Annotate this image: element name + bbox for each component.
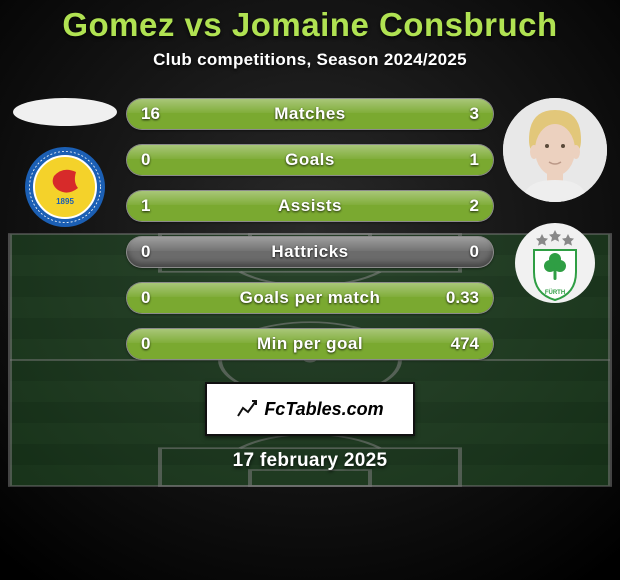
stat-right-value: 1 bbox=[470, 150, 479, 170]
stat-label: Min per goal bbox=[257, 334, 363, 354]
stat-bar: 0 Min per goal 474 bbox=[126, 328, 494, 360]
stat-label: Assists bbox=[278, 196, 342, 216]
svg-text:FÜRTH: FÜRTH bbox=[545, 289, 565, 296]
stat-right-value: 2 bbox=[470, 196, 479, 216]
stat-bar: 0 Goals per match 0.33 bbox=[126, 282, 494, 314]
stat-right-value: 0.33 bbox=[446, 288, 479, 308]
footer-badge-text: FcTables.com bbox=[264, 399, 383, 420]
stat-right-value: 0 bbox=[470, 242, 479, 262]
left-player-photo bbox=[13, 98, 117, 126]
stat-left-value: 0 bbox=[141, 242, 150, 262]
stat-bar: 0 Goals 1 bbox=[126, 144, 494, 176]
stat-right-value: 474 bbox=[451, 334, 479, 354]
stat-left-value: 0 bbox=[141, 288, 150, 308]
left-club-logo: 1895 bbox=[24, 146, 106, 228]
stat-right-value: 3 bbox=[470, 104, 479, 124]
chart-icon bbox=[236, 398, 258, 420]
stat-bar: 16 Matches 3 bbox=[126, 98, 494, 130]
stat-label: Hattricks bbox=[271, 242, 348, 262]
footer-badge[interactable]: FcTables.com bbox=[205, 382, 415, 436]
left-column: 1895 bbox=[10, 98, 120, 228]
stat-left-value: 1 bbox=[141, 196, 150, 216]
stat-left-value: 16 bbox=[141, 104, 160, 124]
stats-bars: 16 Matches 3 0 Goals 1 1 Assists 2 0 Hattricks 0 0 Go… bbox=[120, 98, 500, 360]
right-player-photo bbox=[503, 98, 607, 202]
page-title: Gomez vs Jomaine Consbruch bbox=[0, 6, 620, 44]
main-row: 1895 16 Matches 3 0 Goals 1 1 Assists 2 0 Hattrick… bbox=[0, 98, 620, 360]
stat-left-value: 0 bbox=[141, 334, 150, 354]
right-club-logo: FÜRTH bbox=[514, 222, 596, 304]
stat-label: Matches bbox=[274, 104, 346, 124]
stat-label: Goals bbox=[285, 150, 335, 170]
page-subtitle: Club competitions, Season 2024/2025 bbox=[0, 50, 620, 70]
stat-left-value: 0 bbox=[141, 150, 150, 170]
footer-date: 17 february 2025 bbox=[0, 450, 620, 472]
svg-text:1895: 1895 bbox=[56, 197, 74, 206]
stat-bar: 1 Assists 2 bbox=[126, 190, 494, 222]
right-column: FÜRTH bbox=[500, 98, 610, 304]
stat-bar: 0 Hattricks 0 bbox=[126, 236, 494, 268]
stat-label: Goals per match bbox=[240, 288, 381, 308]
content: Gomez vs Jomaine Consbruch Club competit… bbox=[0, 0, 620, 580]
